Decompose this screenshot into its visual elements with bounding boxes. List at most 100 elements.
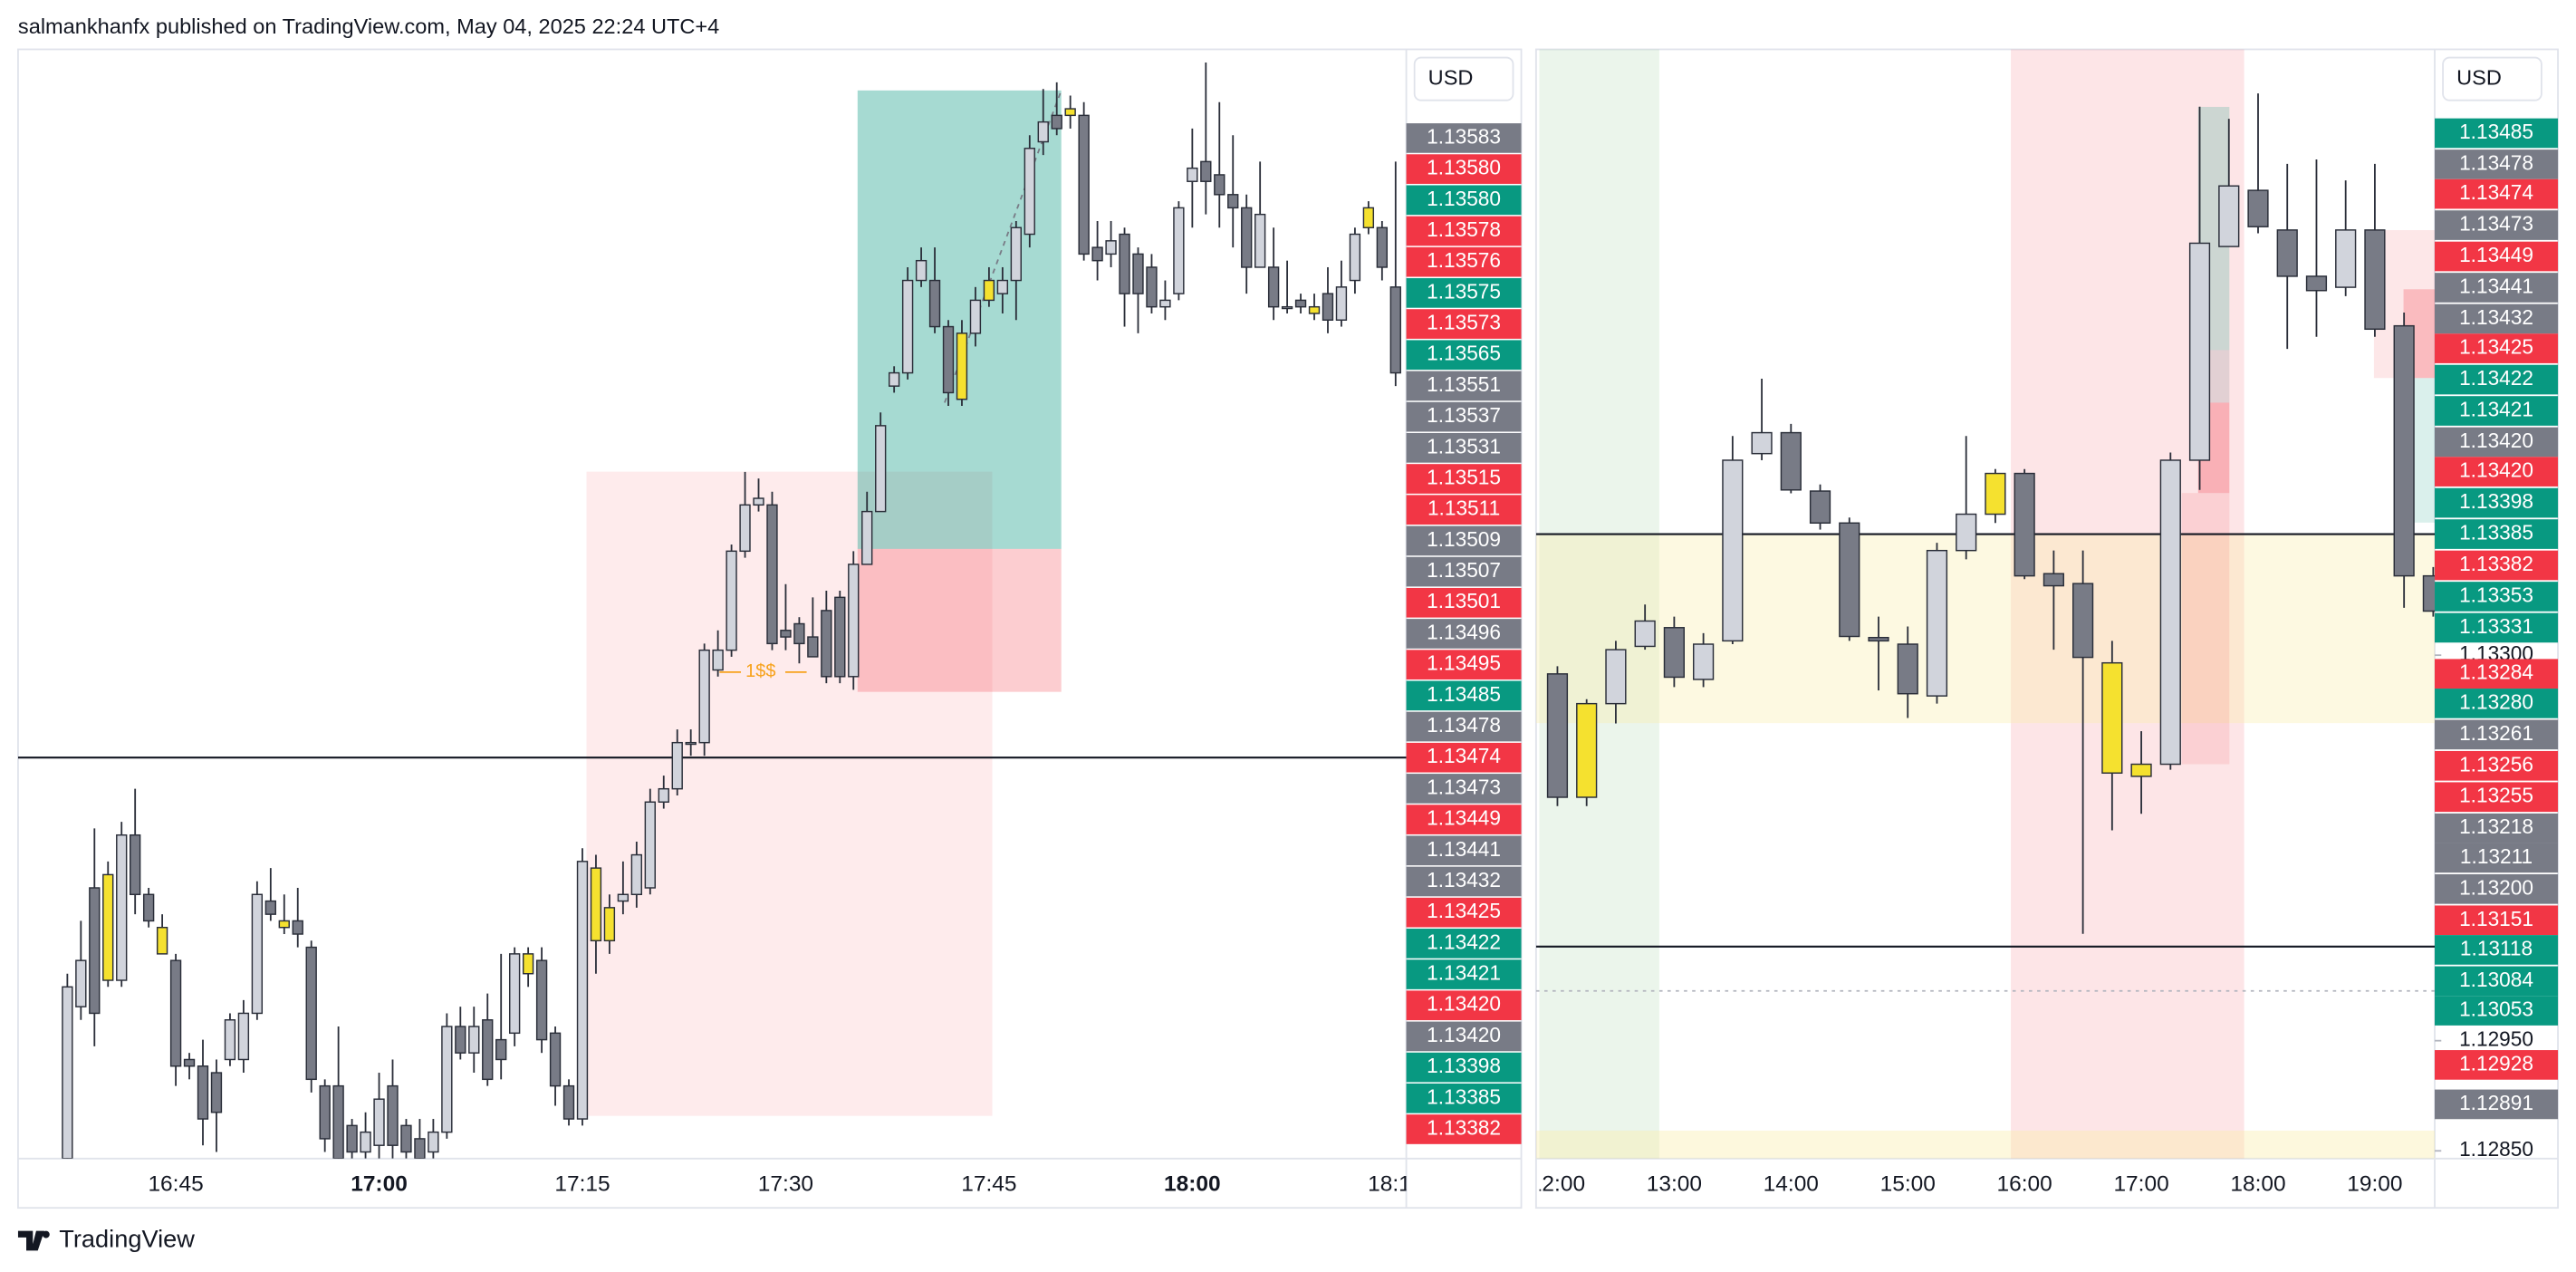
candle-body <box>2276 229 2298 277</box>
candle-body <box>116 834 128 981</box>
price-label: 1.13441 <box>1427 837 1501 861</box>
candle-body <box>996 279 1009 294</box>
candle-body <box>630 853 643 896</box>
candle-body <box>2335 229 2357 288</box>
candle-body <box>278 920 290 929</box>
candle-body <box>2014 472 2035 577</box>
price-label-bg <box>1406 432 1522 463</box>
price-label: 1.13578 <box>1427 217 1501 241</box>
candle-body <box>251 893 264 1015</box>
candle-body <box>2159 459 2181 766</box>
currency-box[interactable] <box>1413 56 1514 101</box>
candle-body <box>62 986 73 1159</box>
candle-body <box>1868 636 1889 642</box>
stop-zone <box>857 548 1062 692</box>
candle-body <box>1132 253 1144 294</box>
candle-body <box>549 1032 562 1087</box>
price-label: 1.13382 <box>2459 552 2533 575</box>
price-label: 1.13580 <box>1427 156 1501 179</box>
candle-body <box>1780 431 1802 491</box>
price-label-bg <box>1406 216 1522 246</box>
price-label: 1.13580 <box>1427 187 1501 210</box>
candle-body <box>658 787 669 803</box>
candle-body <box>441 1026 453 1133</box>
candle-body <box>346 1124 358 1153</box>
price-label-bg <box>2435 966 2559 997</box>
candle-body <box>1897 643 1918 695</box>
header-text: salmankhanfx published on TradingView.co… <box>18 14 719 38</box>
x-tick-label: 12:00 <box>1530 1171 1585 1196</box>
candle-body <box>956 332 968 400</box>
currency: USD <box>1428 65 1474 89</box>
price-label-bg <box>1406 835 1522 866</box>
candle-body <box>1173 207 1185 294</box>
currency-box[interactable] <box>2442 56 2542 101</box>
candle-body <box>89 887 101 1015</box>
price-label-bg <box>1406 123 1522 153</box>
candle-body <box>942 325 955 394</box>
plot-area <box>1535 49 2436 1159</box>
candle-body <box>1091 246 1103 262</box>
logo-icon <box>17 1230 50 1251</box>
x-tick-label: 19:00 <box>2347 1171 2402 1196</box>
candle-body <box>1146 266 1158 308</box>
plot-area: 1$$ <box>17 63 1407 1159</box>
candle-body <box>156 926 168 955</box>
price-label: 1.13422 <box>2459 366 2533 390</box>
candle-body <box>617 893 630 902</box>
price-label-bg <box>1406 401 1522 432</box>
candle-body <box>807 636 819 658</box>
price-label-bg <box>2435 813 2559 843</box>
price-label: 1.13425 <box>1427 899 1501 922</box>
price-label-bg <box>1406 619 1522 649</box>
price-label: 1.13575 <box>1427 279 1501 303</box>
price-label-bg <box>1406 371 1522 401</box>
candle-body <box>319 1084 331 1140</box>
candle-body <box>793 622 805 645</box>
price-label: 1.13420 <box>1427 1023 1501 1046</box>
candle-body <box>142 893 155 922</box>
candle-body <box>1722 459 1744 642</box>
price-label-bg <box>1406 278 1522 308</box>
candle-body <box>468 1026 480 1054</box>
candle-body <box>1119 233 1130 294</box>
y-tick-label: 1.12850 <box>2459 1137 2533 1161</box>
candle-body <box>1751 431 1773 455</box>
price-label-bg <box>2435 659 2559 689</box>
candle-body <box>237 1012 250 1061</box>
candle-body <box>2305 275 2328 292</box>
price-label-bg <box>1406 711 1522 742</box>
zone <box>586 471 993 1116</box>
candle-body <box>2188 242 2211 461</box>
price-label-bg <box>1406 495 1522 525</box>
price-label: 1.13385 <box>1427 1084 1501 1108</box>
price-label: 1.13255 <box>2459 784 2533 807</box>
logo[interactable] <box>17 1230 50 1251</box>
price-label-bg <box>2435 178 2559 209</box>
price-label-bg <box>2435 1089 2559 1120</box>
candle-body <box>1200 160 1212 182</box>
candle-body <box>1605 649 1627 705</box>
candle-body <box>1037 120 1049 143</box>
candle-body <box>292 920 303 935</box>
time-axis: 16:45 17:00 17:15 17:30 17:45 18:00 18:15 <box>148 1171 1406 1196</box>
candle-body <box>455 1026 466 1054</box>
candle-body <box>1839 522 1860 638</box>
price-label-bg <box>2435 689 2559 718</box>
candle-body <box>603 907 616 942</box>
price-label-bg <box>2435 210 2559 240</box>
price-label: 1.13200 <box>2459 875 2533 899</box>
price-label: 1.13053 <box>2459 997 2533 1021</box>
price-label-bg <box>2435 550 2559 581</box>
candle-body <box>414 1138 426 1159</box>
candle-body <box>332 1084 344 1159</box>
price-label: 1.13218 <box>2459 814 2533 838</box>
price-label-bg <box>1406 525 1522 556</box>
x-tick-label: 17:30 <box>758 1171 813 1196</box>
candle-body <box>482 1019 494 1081</box>
price-label: 1.13331 <box>2459 614 2533 638</box>
price-label-bg <box>1406 340 1522 371</box>
candle-body <box>590 867 602 942</box>
candle-body <box>671 741 683 790</box>
candle-body <box>739 504 751 553</box>
